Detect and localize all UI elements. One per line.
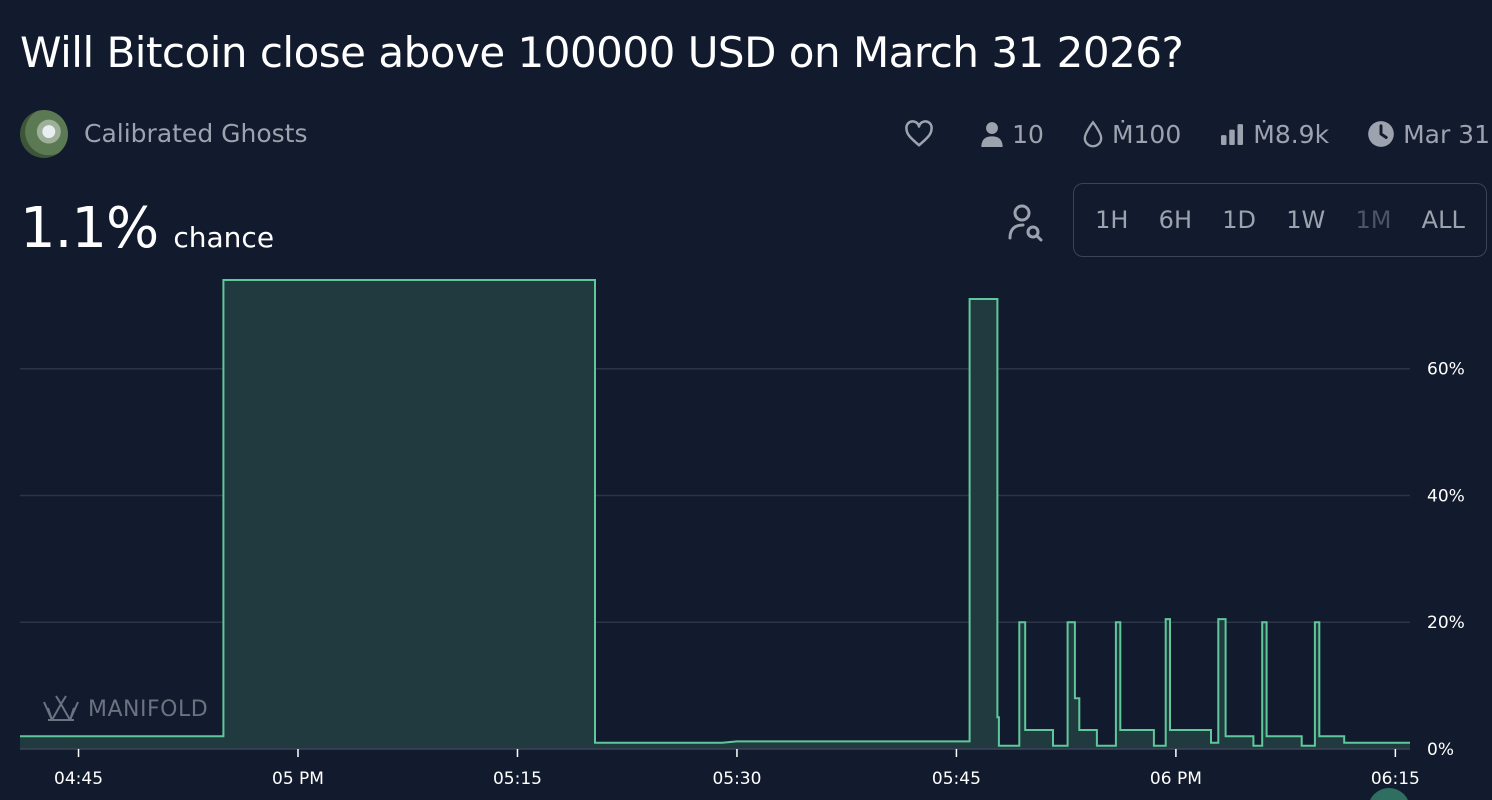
- manifold-logo-icon: [43, 695, 79, 721]
- axis-layer: 0% 20% 40% 60% 04:45 05 PM 05:15 05:30 05:45 06 P…: [20, 360, 1465, 789]
- y-tick-label: 0%: [1427, 740, 1454, 760]
- page-title: Will Bitcoin close above 100000 USD on M…: [20, 28, 1184, 77]
- probability-label: chance: [173, 221, 275, 254]
- range-1m-button: 1M: [1355, 206, 1392, 234]
- x-tick-label: 06 PM: [1150, 769, 1202, 789]
- x-tick-label: 05 PM: [272, 769, 324, 789]
- user-search-button[interactable]: [1006, 202, 1046, 242]
- market-stats: 10 Ṁ100 Ṁ8.9k: [866, 116, 1490, 152]
- liquidity-amount: Ṁ100: [1111, 119, 1182, 149]
- x-tick-label: 05:45: [932, 769, 981, 789]
- close-date-stat: Mar 31: [1367, 120, 1490, 149]
- volume-amount: Ṁ8.9k: [1253, 119, 1330, 149]
- traders-stat: 10: [980, 120, 1044, 149]
- range-1h-button[interactable]: 1H: [1095, 206, 1129, 234]
- range-1w-button[interactable]: 1W: [1286, 206, 1326, 234]
- y-tick-label: 20%: [1427, 613, 1465, 633]
- watermark-text: MANIFOLD: [88, 696, 209, 722]
- user-search-icon: [1008, 204, 1043, 242]
- probability-chart[interactable]: 0% 20% 40% 60% 04:45 05 PM 05:15 05:30 05:45 06 P…: [0, 260, 1492, 800]
- probability-area: [20, 280, 1410, 749]
- range-1d-button[interactable]: 1D: [1222, 206, 1256, 234]
- heart-icon: [905, 120, 933, 147]
- droplet-icon: [1083, 120, 1103, 148]
- close-date: Mar 31: [1403, 119, 1490, 149]
- x-tick-label: 05:30: [712, 769, 761, 789]
- like-button[interactable]: [904, 120, 942, 148]
- time-range-selector: 1H 6H 1D 1W 1M ALL: [1073, 183, 1487, 257]
- user-icon: [981, 122, 1003, 147]
- y-tick-label: 40%: [1427, 486, 1465, 506]
- volume-stat: Ṁ8.9k: [1219, 120, 1329, 149]
- traders-count: 10: [1012, 119, 1044, 149]
- author-name[interactable]: Calibrated Ghosts: [84, 119, 308, 148]
- clock-icon: [1368, 121, 1394, 147]
- avatar[interactable]: [20, 110, 68, 158]
- manifold-watermark: MANIFOLD: [42, 694, 208, 724]
- author-row: Calibrated Ghosts 10 Ṁ100: [20, 110, 1490, 160]
- y-tick-label: 60%: [1427, 360, 1465, 380]
- floating-action-button[interactable]: [1368, 788, 1410, 800]
- x-tick-label: 04:45: [54, 769, 103, 789]
- bar-chart-icon: [1221, 124, 1244, 145]
- x-tick-label: 05:15: [493, 769, 542, 789]
- range-all-button[interactable]: ALL: [1421, 206, 1465, 234]
- probability-line: [20, 279, 1410, 747]
- probability-value: 1.1%: [20, 196, 159, 261]
- x-tick-label: 06:15: [1371, 769, 1420, 789]
- probability-display: 1.1% chance: [20, 196, 274, 261]
- liquidity-stat: Ṁ100: [1082, 120, 1181, 149]
- range-6h-button[interactable]: 6H: [1158, 206, 1192, 234]
